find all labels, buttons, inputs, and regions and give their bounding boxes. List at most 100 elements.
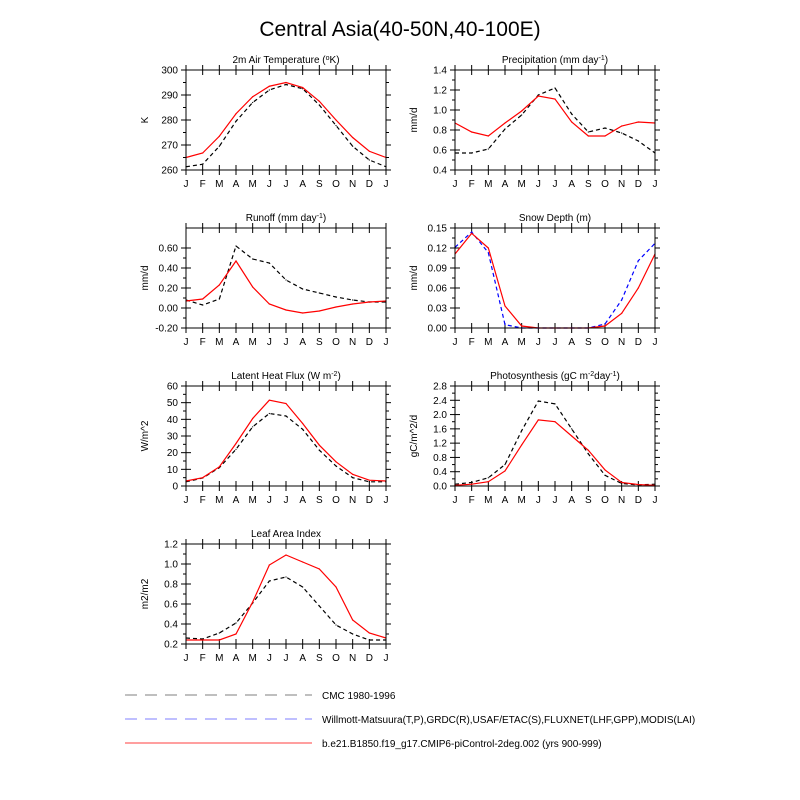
x-tick-label: J [453, 179, 458, 190]
data-point-model [571, 121, 573, 123]
x-tick-label: J [553, 337, 558, 348]
data-point-model [235, 260, 237, 262]
data-point-model [637, 287, 639, 289]
panel-title: Leaf Area Index [251, 529, 321, 540]
y-tick-label: 0.8 [164, 580, 178, 591]
data-point-model [202, 152, 204, 154]
data-point-obs [487, 477, 489, 479]
data-point-model [554, 98, 556, 100]
plot-frame [454, 69, 656, 171]
x-tick-label: M [484, 179, 492, 190]
data-point-model [504, 305, 506, 307]
data-point-obs [268, 89, 270, 91]
y-tick-label: 0.4 [433, 467, 447, 478]
panel-title-part: K) [330, 55, 340, 66]
x-tick-label: M [517, 179, 525, 190]
x-tick-label: J [267, 337, 272, 348]
x-tick-label: J [384, 495, 389, 506]
data-point-model [268, 85, 270, 87]
panel-title: Runoff (mm day-1) [246, 213, 327, 225]
y-tick-label: 0.4 [433, 166, 447, 177]
data-point-obs [218, 145, 220, 147]
x-tick-label: D [635, 495, 642, 506]
data-point-obs [471, 152, 473, 154]
data-point-obs [285, 279, 287, 281]
x-tick-label: O [332, 653, 340, 664]
data-point-obs [368, 159, 370, 161]
panel-title-sup: -2 [331, 371, 337, 378]
panel-title-part: Leaf Area Index [251, 529, 321, 540]
y-tick-label: 0.8 [433, 453, 447, 464]
data-point-obs [504, 463, 506, 466]
data-point-model [487, 247, 489, 249]
data-point-obs [252, 101, 254, 104]
data-point-model [352, 136, 354, 139]
y-tick-label: 1.2 [433, 86, 447, 97]
series-line-model [185, 81, 387, 159]
data-point-obs [202, 163, 204, 165]
series-line-model [454, 419, 656, 486]
panel-title-sup: -1 [317, 213, 323, 220]
y-tick-label: 300 [161, 66, 178, 77]
x-tick-label: A [233, 179, 240, 190]
series-line-obs [185, 244, 386, 306]
panel-title-sup: -2 [588, 371, 594, 378]
y-tick-label: 0.4 [164, 620, 178, 631]
data-point-model [587, 449, 589, 451]
data-point-model [504, 122, 506, 124]
data-point-model [368, 150, 370, 152]
x-tick-label: J [536, 179, 541, 190]
panel-title-part: ) [323, 213, 326, 224]
data-point-model [302, 561, 304, 563]
data-point-obs [302, 288, 304, 290]
data-point-obs [285, 83, 287, 86]
panel-title-sup: -1 [599, 55, 605, 62]
data-point-model [352, 303, 354, 305]
data-point-obs [554, 403, 556, 405]
data-point-model [218, 639, 220, 641]
data-point-model [471, 232, 473, 234]
data-point-obs [537, 94, 539, 96]
x-tick-label: J [536, 337, 541, 348]
data-point-obs_alt [604, 323, 606, 325]
y-axis-label: mm/d [409, 108, 420, 133]
data-point-obs_alt [504, 324, 506, 326]
data-point-model [587, 135, 589, 137]
x-tick-label: M [517, 337, 525, 348]
data-point-model [554, 421, 556, 423]
data-point-obs [521, 430, 523, 432]
x-tick-label: J [267, 653, 272, 664]
panel-title-part: ) [337, 371, 340, 382]
y-tick-label: 1.4 [433, 66, 447, 77]
data-point-obs [235, 245, 237, 247]
data-point-model [487, 481, 489, 483]
data-point-model [521, 110, 523, 112]
x-tick-label: J [184, 337, 189, 348]
data-point-model [537, 95, 539, 97]
data-point-model [302, 312, 304, 314]
data-point-obs [218, 298, 220, 300]
y-tick-label: 1.0 [433, 106, 447, 117]
y-tick-label: 0.06 [428, 284, 448, 295]
x-tick-label: D [366, 495, 373, 506]
x-tick-label: J [284, 337, 289, 348]
data-point-model [471, 131, 473, 133]
x-tick-label: M [248, 337, 256, 348]
data-point-model [621, 481, 623, 484]
x-tick-label: N [618, 337, 625, 348]
data-point-obs [335, 624, 337, 626]
x-tick-label: N [618, 179, 625, 190]
data-point-obs [621, 482, 623, 485]
x-tick-label: S [585, 337, 592, 348]
x-tick-label: S [316, 653, 323, 664]
panel-title: 2m Air Temperature (oK) [232, 55, 339, 67]
data-point-obs [352, 299, 354, 301]
series-line-model [454, 232, 656, 329]
data-point-model [335, 586, 337, 588]
series-line-obs [454, 400, 656, 486]
x-tick-label: D [366, 179, 373, 190]
x-tick-label: O [601, 495, 609, 506]
x-tick-label: N [349, 495, 356, 506]
x-tick-label: J [653, 337, 658, 348]
data-point-model [218, 135, 220, 137]
